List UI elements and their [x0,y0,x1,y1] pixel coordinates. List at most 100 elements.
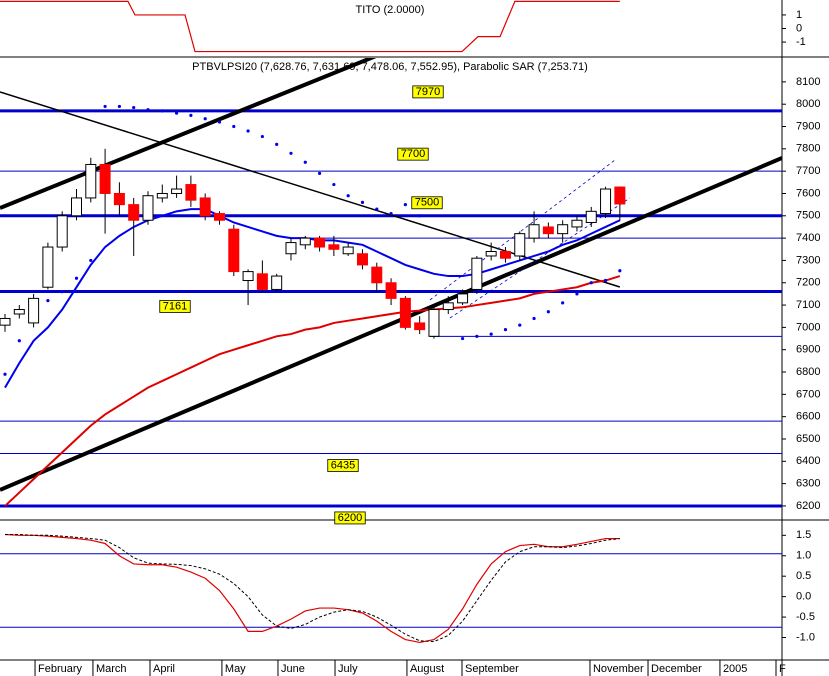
candle-body [128,204,140,221]
y-tick-label: 7700 [796,165,820,177]
sar-dot [117,104,121,109]
x-tick-label: 2005 [723,663,747,675]
sar-dot [603,278,608,283]
candle-body [585,210,597,223]
y-tick-label: 8000 [796,98,820,110]
candle-body [328,244,340,250]
y-tick-label: -1.0 [796,631,815,643]
y-tick-label: 6600 [796,411,820,423]
candle-body [13,309,25,315]
y-tick-label: 7600 [796,187,820,199]
sar-dot [3,372,7,376]
sar-dot [289,151,293,155]
sar-dot [518,323,522,327]
level-label-box [159,300,191,313]
sar-dot [575,292,579,296]
candle-body [171,188,183,194]
sar-dot [589,281,593,285]
candle-body [528,224,540,239]
candle-body [113,192,125,206]
candle-body [514,233,526,257]
y-tick-label: 6500 [796,433,820,445]
sar-dot [460,336,465,341]
x-tick-label: May [225,663,246,675]
sar-dot [246,129,250,133]
plot-area [0,58,782,508]
sar-dot [303,160,307,164]
candle-body [471,257,483,290]
x-tick-label: April [153,663,175,675]
series-line [5,533,620,643]
candle-body [156,192,168,199]
sar-dot [561,301,565,305]
sar-dot [503,328,508,332]
candle-body [185,184,197,201]
sar-dot [532,316,536,321]
candle-body [557,224,569,235]
level-label-box [334,511,366,525]
candle-body [199,197,211,217]
sar-dot [146,108,150,112]
level-label-box [397,147,429,161]
y-tick-label: 6700 [796,388,820,400]
y-tick-label: 6200 [796,500,820,512]
candle-body [56,215,68,248]
sar-dot [132,105,136,110]
y-tick-label: 0.5 [796,570,811,582]
sar-dot [389,211,393,216]
sar-dot [260,134,264,139]
sar-dot [174,111,179,115]
sar-dot [46,299,50,303]
candle-body [271,275,283,290]
candle-body [542,226,554,235]
level-label: 7500 [415,197,439,209]
candle-body [285,242,297,255]
sar-dot [375,207,379,211]
candle-body [256,273,268,290]
y-tick-label: -1 [796,36,806,48]
x-tick-label: F [779,663,786,675]
y-tick-label: 6400 [796,455,820,467]
chart-title: PTBVLPSI20 (7,628.76, 7,631.69, 7,478.06… [192,61,588,73]
sar-dot [332,182,336,187]
y-tick-label: 6300 [796,478,820,490]
candle-body [314,237,326,248]
sar-dot [346,194,350,198]
y-tick-label: 7100 [796,299,820,311]
candle-body [85,163,97,199]
y-tick-label: 7800 [796,143,820,155]
sar-dot [403,203,407,207]
sar-dot [618,269,622,273]
y-tick-label: 7400 [796,232,820,244]
sar-dot [360,200,365,205]
level-label-box [411,196,443,210]
candle-body [299,237,311,246]
candle-body [213,213,225,221]
candle-body [499,251,511,259]
candle-body [99,163,111,194]
y-tick-label: 1.0 [796,550,811,562]
y-tick-label: 6800 [796,366,820,378]
trend-line [449,197,631,319]
candle-body [428,309,440,337]
sar-dot [60,290,64,294]
candle-body [399,297,411,328]
y-tick-label: 0 [796,22,802,34]
candle-body [0,317,11,326]
x-tick-label: July [338,663,358,675]
sar-dot [418,214,422,218]
x-tick-label: June [281,663,305,675]
candle-body [228,228,240,273]
sar-dot [74,276,79,280]
x-tick-label: September [465,663,519,675]
trend-line [0,156,782,492]
candle-body [371,266,383,284]
candle-body [600,188,612,215]
candle-body [142,195,154,221]
candle-body [242,271,254,282]
level-label: 7161 [163,300,187,312]
candle-body [457,293,469,304]
x-tick-label: August [410,663,444,675]
